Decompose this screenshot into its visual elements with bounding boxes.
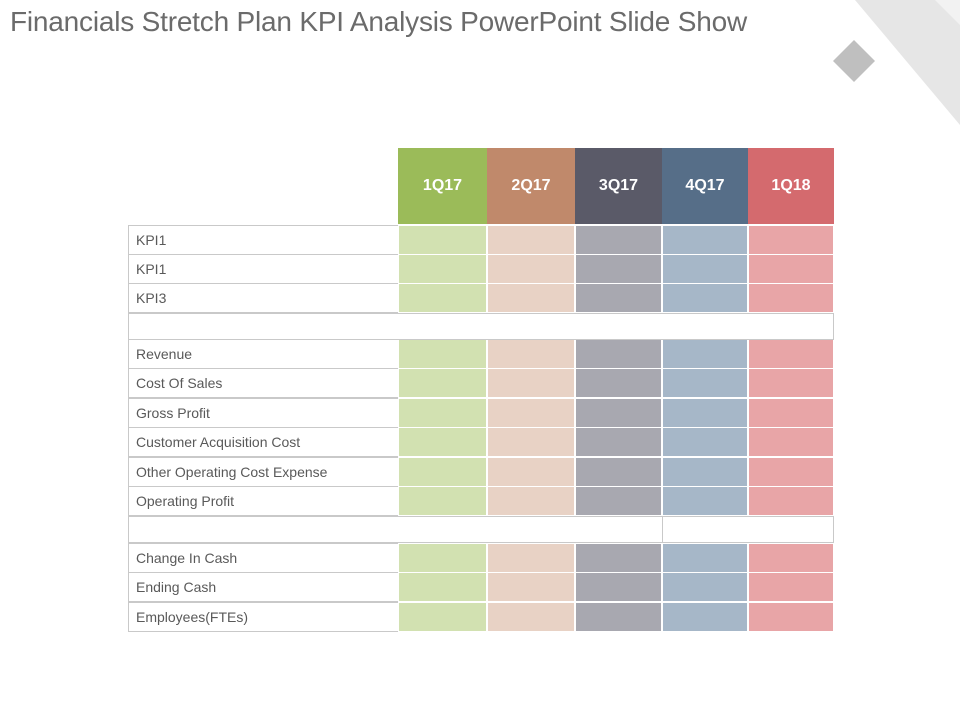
row-label: KPI1 [128,225,398,255]
data-cell-4q17 [662,543,748,573]
column-header-1q18: 1Q18 [748,148,834,224]
data-cell-4q17 [662,368,748,398]
data-cell-2q17 [487,225,575,255]
data-cell-4q17 [662,427,748,457]
data-cell-2q17 [487,486,575,516]
data-cell-1q18 [748,398,834,428]
data-cell-3q17 [575,339,662,369]
data-cell-1q18 [748,427,834,457]
row-label: KPI3 [128,283,398,313]
row-label: Ending Cash [128,572,398,602]
data-cell-4q17 [662,486,748,516]
table-row: Revenue [128,339,834,369]
data-cell-3q17 [575,602,662,632]
data-cell-4q17 [662,602,748,632]
data-cell-1q17 [398,368,487,398]
diamond-shape [833,40,875,82]
data-cell-1q17 [398,398,487,428]
data-cell-3q17 [575,225,662,255]
data-cell-4q17 [662,457,748,487]
data-cell-1q17 [398,543,487,573]
table-row: Gross Profit [128,398,834,428]
data-cell-1q17 [398,457,487,487]
data-cell-2q17 [487,283,575,313]
data-cell-2q17 [487,254,575,284]
data-cell-1q18 [748,602,834,632]
data-cell-4q17 [662,339,748,369]
table-row: Cost Of Sales [128,368,834,398]
data-cell-3q17 [575,368,662,398]
data-cell-4q17 [662,254,748,284]
data-cell-2q17 [487,339,575,369]
row-label: Operating Profit [128,486,398,516]
data-cell-1q17 [398,225,487,255]
corner-triangle-shape [855,0,960,125]
table-row: KPI1 [128,225,834,255]
data-cell-3q17 [575,283,662,313]
data-cell-2q17 [487,602,575,632]
data-cell-1q17 [398,427,487,457]
table-row: Customer Acquisition Cost [128,427,834,457]
row-label: Gross Profit [128,398,398,428]
data-cell-4q17 [662,398,748,428]
data-cell-1q18 [748,543,834,573]
table-row: KPI1 [128,254,834,284]
corner-decoration [833,0,960,125]
data-cell-3q17 [575,427,662,457]
blank-separator-row [128,516,663,543]
data-cell-3q17 [575,254,662,284]
data-cell-2q17 [487,368,575,398]
data-cell-3q17 [575,398,662,428]
data-cell-1q18 [748,368,834,398]
row-label: KPI1 [128,254,398,284]
table-row: Employees(FTEs) [128,602,834,632]
data-cell-4q17 [662,283,748,313]
data-cell-3q17 [575,486,662,516]
data-cell-2q17 [487,572,575,602]
table-row: Ending Cash [128,572,834,602]
row-label: Revenue [128,339,398,369]
data-cell-2q17 [487,398,575,428]
table-row: Change In Cash [128,543,834,573]
table-row: KPI3 [128,283,834,313]
data-cell-2q17 [487,543,575,573]
slide-title: Financials Stretch Plan KPI Analysis Pow… [10,6,747,37]
data-cell-1q18 [748,457,834,487]
blank-separator-cell [662,516,834,543]
data-cell-1q18 [748,254,834,284]
table-row: Other Operating Cost Expense [128,457,834,487]
data-cell-1q17 [398,602,487,632]
data-cell-4q17 [662,225,748,255]
data-cell-1q18 [748,572,834,602]
data-cell-1q18 [748,225,834,255]
data-cell-1q17 [398,486,487,516]
column-header-2q17: 2Q17 [487,148,575,224]
table-row: Operating Profit [128,486,834,516]
blank-separator-row [128,313,834,340]
column-header-3q17: 3Q17 [575,148,662,224]
data-cell-1q18 [748,486,834,516]
data-cell-3q17 [575,457,662,487]
row-label: Employees(FTEs) [128,602,398,632]
column-header-1q17: 1Q17 [398,148,487,224]
data-cell-4q17 [662,572,748,602]
data-cell-1q18 [748,339,834,369]
column-header-4q17: 4Q17 [662,148,748,224]
data-cell-1q17 [398,254,487,284]
row-label: Change In Cash [128,543,398,573]
data-cell-1q17 [398,283,487,313]
row-label: Cost Of Sales [128,368,398,398]
data-cell-3q17 [575,543,662,573]
data-cell-1q18 [748,283,834,313]
data-cell-2q17 [487,457,575,487]
row-label: Customer Acquisition Cost [128,427,398,457]
row-label: Other Operating Cost Expense [128,457,398,487]
data-cell-1q17 [398,339,487,369]
data-cell-2q17 [487,427,575,457]
data-cell-1q17 [398,572,487,602]
corner-small-shape [935,0,960,25]
data-cell-3q17 [575,572,662,602]
